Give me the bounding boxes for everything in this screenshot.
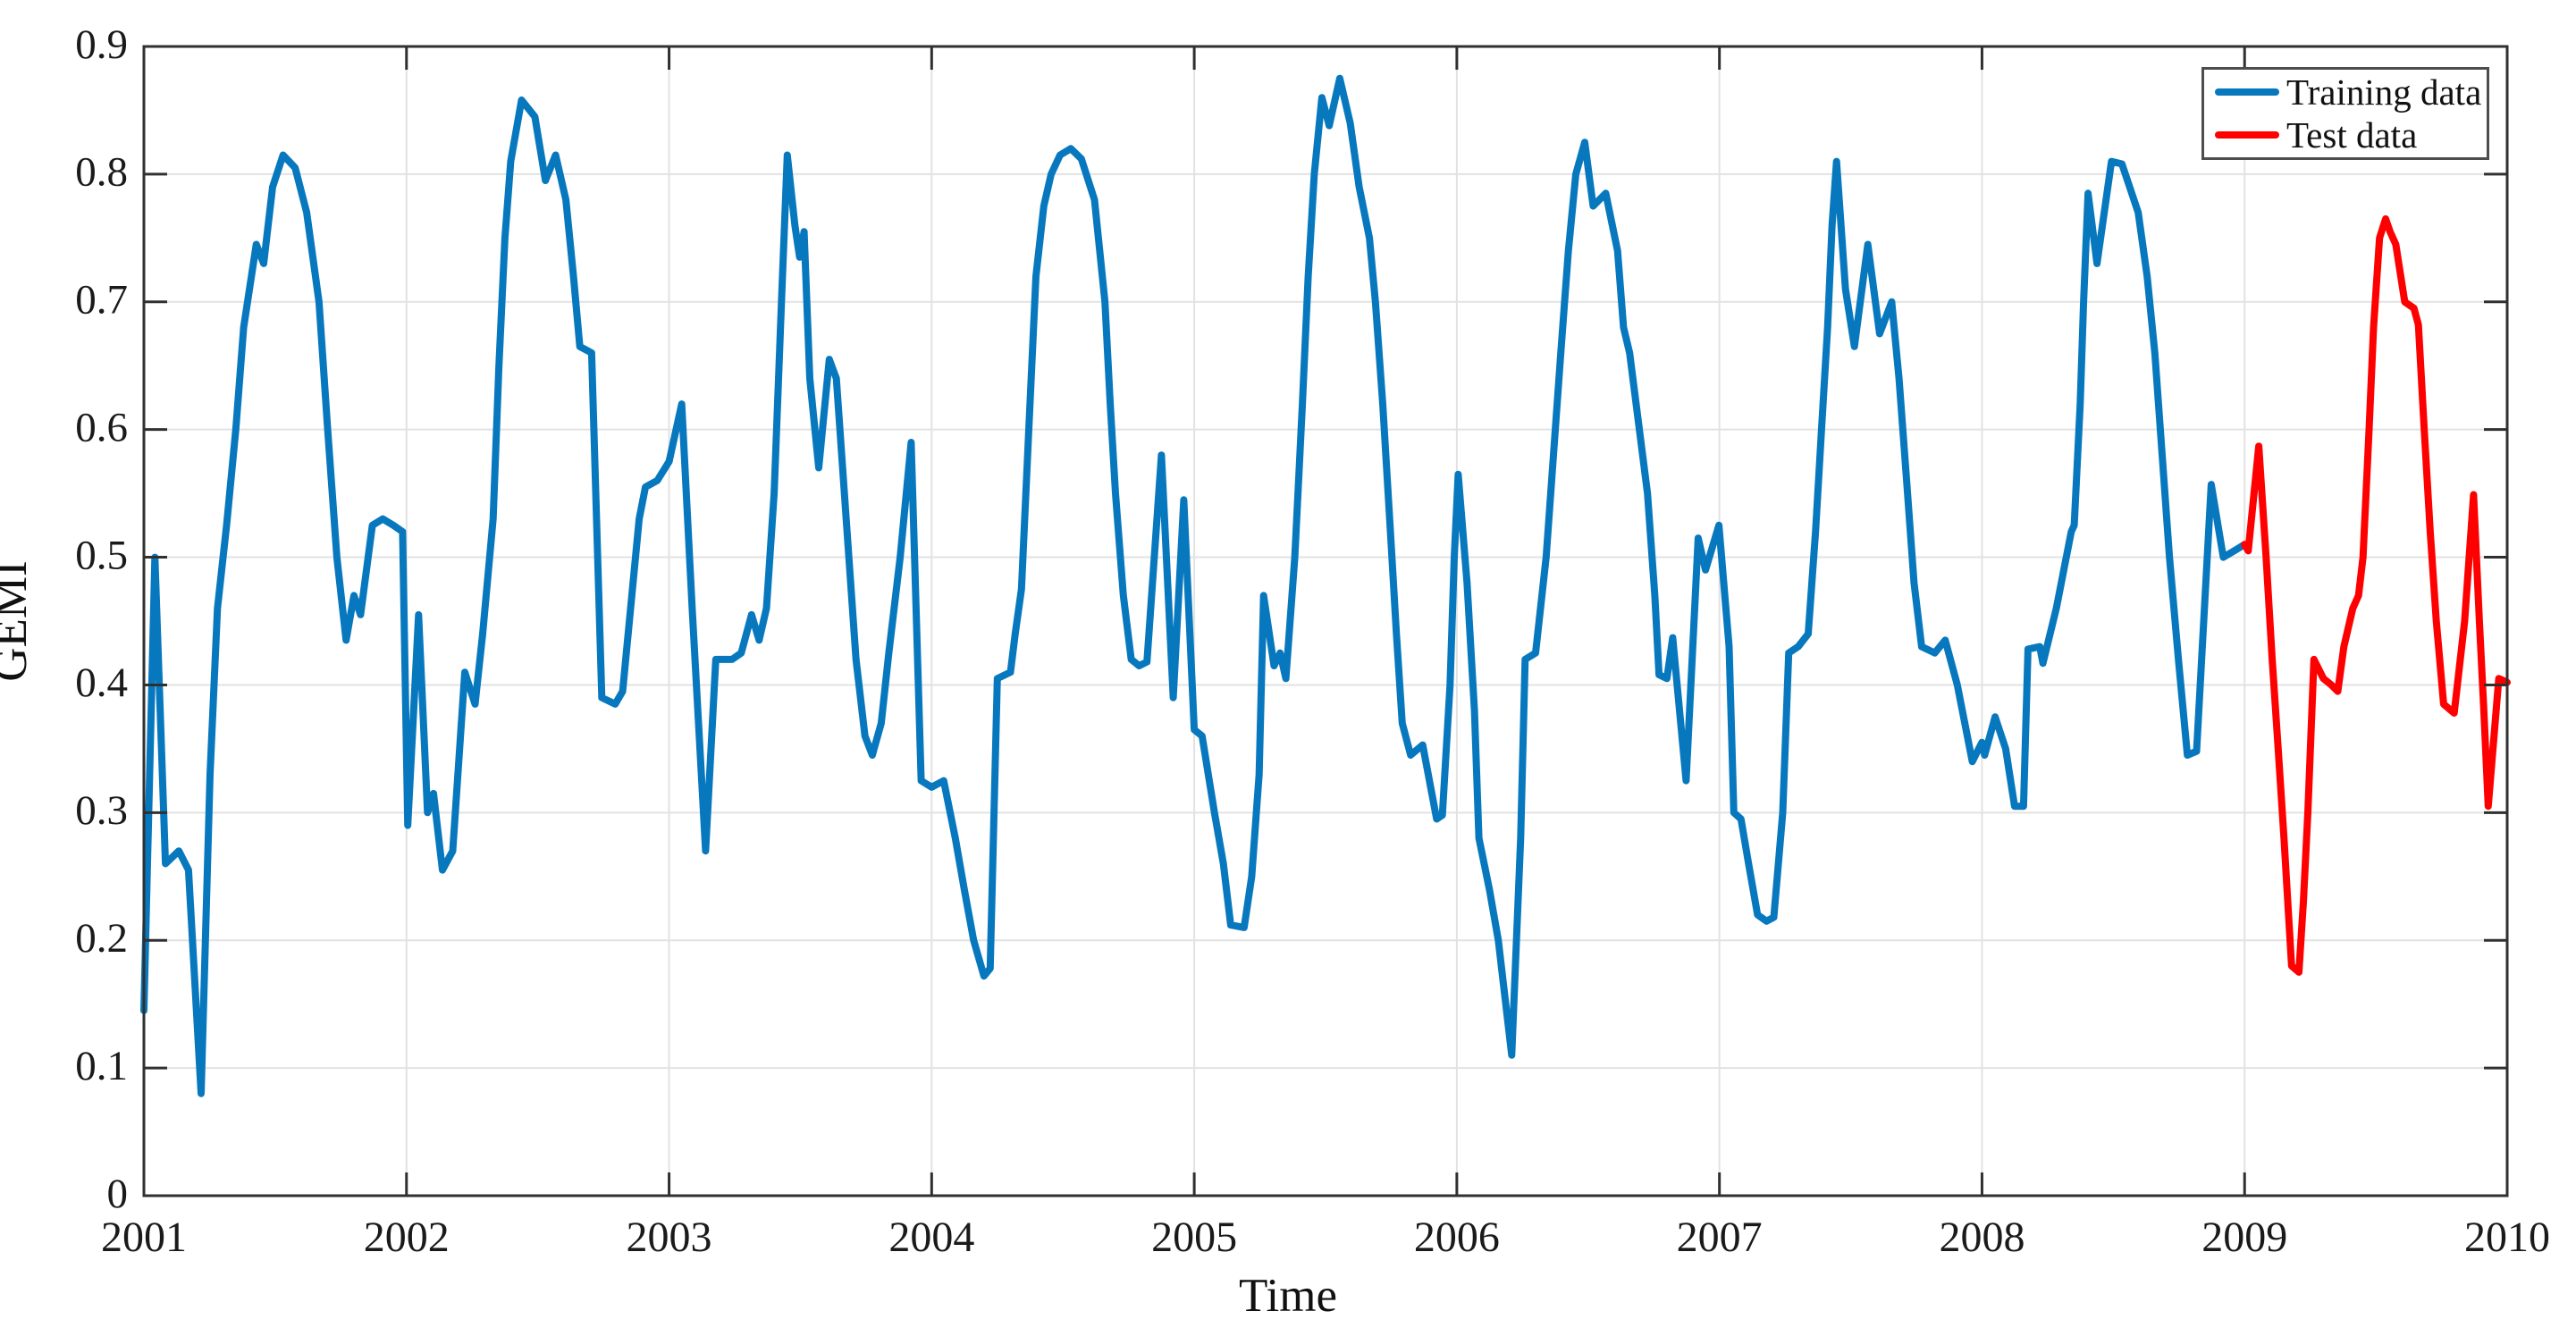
legend-label-test: Test data	[2286, 113, 2418, 155]
y-tick-label: 0.6	[75, 404, 128, 450]
x-tick-label: 2010	[2464, 1214, 2550, 1261]
y-tick-label: 0	[107, 1171, 129, 1217]
legend-label-training: Training data	[2286, 71, 2482, 113]
axis-ticks	[142, 45, 2509, 1197]
y-tick-label: 0.9	[75, 21, 128, 68]
x-tick-label: 2006	[1414, 1214, 1500, 1261]
x-tick-label: 2008	[1939, 1214, 2025, 1261]
legend-entry-training: Training data	[2204, 71, 2487, 113]
axis-tick-labels: 2001 2002 2003 2004 2005 2006 2007 2008 2009 2010…	[75, 21, 2550, 1261]
y-tick-label: 0.7	[75, 277, 128, 323]
x-tick-label: 2009	[2201, 1214, 2287, 1261]
x-tick-label: 2004	[888, 1214, 974, 1261]
axes-frame	[142, 45, 2509, 1197]
grid-lines	[143, 46, 2508, 1197]
y-tick-label: 0.4	[75, 660, 128, 706]
y-tick-label: 0.3	[75, 787, 128, 834]
x-tick-label: 2007	[1677, 1214, 1763, 1261]
x-tick-label: 2005	[1151, 1214, 1237, 1261]
x-axis-label: Time	[1239, 1270, 1337, 1322]
legend: Training data Test data	[2201, 67, 2489, 160]
test-line-swatch	[2215, 131, 2279, 139]
data-series	[140, 74, 2511, 1097]
x-tick-label: 2002	[364, 1214, 450, 1261]
legend-entry-test: Test data	[2204, 114, 2487, 155]
y-tick-label: 0.5	[75, 532, 128, 578]
training-line-swatch	[2215, 88, 2279, 96]
x-tick-label: 2003	[627, 1214, 712, 1261]
x-tick-label: 2001	[101, 1214, 187, 1261]
y-tick-label: 0.2	[75, 915, 128, 962]
y-tick-label: 0.8	[75, 149, 128, 196]
y-tick-label: 0.1	[75, 1043, 128, 1089]
